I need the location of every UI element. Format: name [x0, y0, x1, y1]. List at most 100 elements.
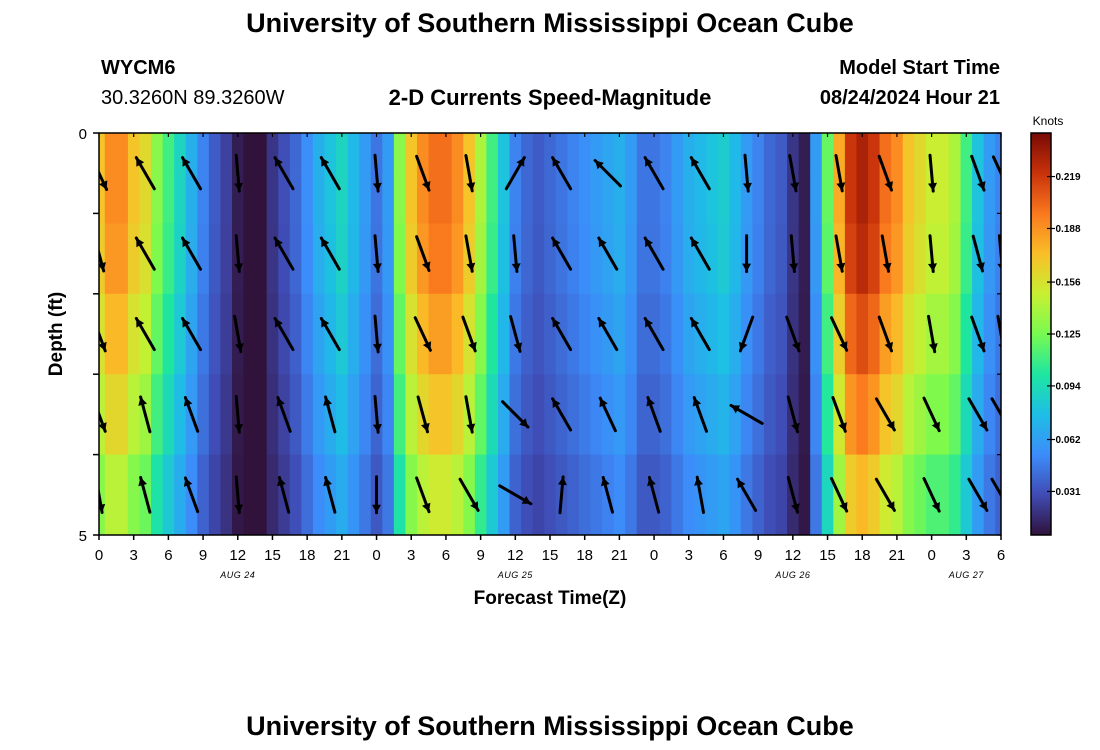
current-vector	[643, 236, 665, 271]
heatmap-cell	[162, 374, 175, 456]
colorbar-tick-label: 0.031	[1055, 487, 1080, 498]
heatmap-cell	[243, 293, 256, 375]
heatmap-cell	[347, 223, 360, 295]
heatmap-cell	[104, 454, 117, 535]
heatmap-cell	[359, 133, 372, 174]
heatmap-cell	[521, 173, 534, 225]
heatmap-cell	[116, 374, 129, 456]
heatmap-cell	[752, 133, 765, 174]
vector-head	[136, 157, 145, 167]
current-vector	[834, 154, 846, 193]
heatmap-cell	[948, 374, 962, 456]
vector-head	[646, 397, 655, 407]
heatmap-cell	[671, 223, 684, 295]
vector-head	[836, 182, 846, 191]
colorbar-title: Knots	[1033, 114, 1064, 128]
heatmap-cell	[972, 173, 985, 225]
vector-head	[468, 341, 477, 351]
heatmap-cell	[810, 454, 823, 535]
current-vector	[597, 316, 619, 352]
heatmap-cell	[729, 133, 742, 174]
current-vector	[788, 154, 799, 193]
heatmap-cell	[636, 293, 649, 375]
heatmap-cell	[312, 454, 326, 535]
current-vector	[743, 153, 752, 193]
vector-head	[1002, 421, 1010, 430]
current-vector	[234, 234, 244, 273]
heatmap-cell	[752, 454, 765, 535]
heatmap-cell	[625, 454, 638, 535]
heatmap-cell	[914, 293, 927, 375]
heatmap-cell	[763, 173, 777, 225]
heatmap-cell	[625, 223, 638, 295]
heatmap-cell	[902, 173, 915, 225]
x-tick-label: 0	[650, 547, 658, 564]
heatmap-cell	[116, 293, 129, 375]
heatmap-cell	[544, 223, 557, 295]
current-vector	[319, 156, 341, 191]
heatmap-cell	[948, 223, 962, 295]
heatmap-cell	[868, 454, 881, 535]
vector-head	[997, 263, 1001, 270]
vector-head	[738, 341, 748, 351]
heatmap-cell	[544, 133, 557, 174]
heatmap-cell	[578, 454, 592, 535]
heatmap-cell	[868, 293, 881, 375]
x-tick-label: 3	[962, 547, 970, 564]
heatmap-cell	[255, 374, 268, 456]
current-vector	[736, 477, 758, 512]
heatmap-cell	[891, 293, 904, 375]
vector-head	[552, 398, 561, 408]
heatmap-cell	[185, 223, 198, 295]
footer-title: University of Southern Mississippi Ocean…	[246, 711, 854, 741]
heatmap-cell	[532, 223, 545, 295]
heatmap-cell	[405, 133, 418, 174]
heatmap-cell	[451, 133, 464, 174]
heatmap-cell	[405, 374, 418, 456]
heatmap-cell	[636, 223, 649, 295]
heatmap-cell	[532, 133, 545, 174]
heatmap-cell	[312, 293, 326, 375]
heatmap-cell	[544, 454, 557, 535]
heatmap-cell	[174, 173, 187, 225]
heatmap-cell	[914, 223, 927, 295]
station-coordinates: 30.3260N 89.3260W	[101, 87, 285, 109]
heatmap-cell	[798, 223, 811, 295]
x-tick-label: 0	[95, 547, 103, 564]
heatmap-cell	[451, 223, 464, 295]
current-vector	[134, 316, 156, 352]
x-tick-label: 18	[854, 547, 871, 564]
heatmap-cell	[613, 293, 626, 375]
heatmap-cell	[983, 293, 996, 375]
colorbar-tick-label: 0.219	[1055, 172, 1080, 183]
heatmap-cell	[891, 454, 904, 535]
heatmap-cell	[648, 133, 661, 174]
heatmap-cell	[197, 454, 210, 535]
current-vector	[234, 475, 244, 515]
current-vector	[99, 486, 106, 514]
heatmap-cell	[99, 454, 106, 535]
vector-head	[513, 342, 523, 352]
y-axis-label: Depth (ft)	[46, 292, 67, 376]
heatmap-cell	[509, 133, 522, 174]
current-vector	[689, 156, 711, 191]
current-vector	[415, 235, 431, 272]
vector-head	[234, 424, 244, 433]
heatmap-cell	[567, 293, 580, 375]
current-vector	[319, 236, 341, 271]
heatmap-cell	[428, 374, 441, 456]
current-vector	[991, 155, 1001, 177]
heatmap-cell	[451, 454, 464, 535]
heatmap-cell	[208, 223, 222, 295]
heatmap-cell	[682, 133, 696, 174]
vector-head	[466, 423, 476, 433]
current-vector	[464, 234, 476, 273]
vector-head	[466, 262, 476, 272]
heatmap-cell	[983, 173, 996, 225]
heatmap-cell	[948, 454, 962, 535]
current-vector	[694, 475, 705, 514]
x-date-label: AUG 25	[497, 570, 534, 580]
vector-head	[599, 398, 608, 408]
current-vector	[928, 153, 937, 193]
heatmap-cell	[174, 223, 187, 295]
